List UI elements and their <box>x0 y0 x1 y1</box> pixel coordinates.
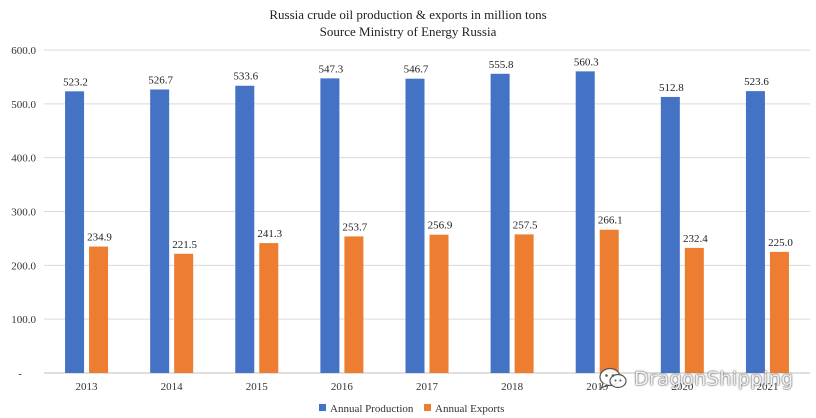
y-tick-label: 300.0 <box>11 207 36 219</box>
data-label-production-2016: 547.3 <box>319 63 344 75</box>
bar-exports-2015 <box>259 243 279 373</box>
bars <box>65 71 789 374</box>
data-label-production-2018: 555.8 <box>489 59 514 71</box>
data-label-exports-2021: 225.0 <box>768 237 793 249</box>
x-tick-label: 2021 <box>756 381 778 393</box>
bar-production-2021 <box>745 91 765 374</box>
data-label-exports-2016: 253.7 <box>343 221 368 233</box>
x-tick-label: 2018 <box>501 381 524 393</box>
data-label-production-2017: 546.7 <box>404 64 429 76</box>
y-tick-label: 400.0 <box>11 153 36 165</box>
x-tick-label: 2019 <box>586 381 609 393</box>
bar-production-2014 <box>150 89 170 373</box>
bar-exports-2020 <box>684 247 704 373</box>
bar-production-2018 <box>490 73 510 373</box>
bar-production-2016 <box>320 78 340 373</box>
data-label-exports-2014: 221.5 <box>172 239 197 251</box>
bar-production-2019 <box>575 71 595 374</box>
data-label-exports-2018: 257.5 <box>513 219 538 231</box>
y-tick-label: 200.0 <box>11 260 36 272</box>
chart-title: Russia crude oil production & exports in… <box>269 7 546 22</box>
bar-production-2017 <box>405 78 425 373</box>
chart-subtitle: Source Ministry of Energy Russia <box>320 24 497 39</box>
data-label-production-2019: 560.3 <box>574 56 599 68</box>
data-labels: 523.2 234.9 526.7 221.5 533.6 241.3 547.3 253.7… <box>63 56 793 250</box>
y-axis-tick-labels: - 100.0 200.0 300.0 400.0 500.0 600.0 <box>11 45 36 380</box>
bar-exports-2021 <box>769 251 789 373</box>
bar-exports-2014 <box>174 253 194 373</box>
data-label-production-2020: 512.8 <box>659 82 684 94</box>
x-tick-label: 2013 <box>76 381 99 393</box>
bar-exports-2016 <box>344 236 364 373</box>
data-label-exports-2019: 266.1 <box>598 215 623 227</box>
legend-swatch-production <box>319 404 326 411</box>
x-tick-label: 2016 <box>331 381 354 393</box>
x-tick-label: 2015 <box>246 381 269 393</box>
y-tick-label: 100.0 <box>11 314 36 326</box>
bar-exports-2018 <box>514 234 534 373</box>
y-tick-label: 500.0 <box>11 99 36 111</box>
legend-label-exports: Annual Exports <box>435 403 504 415</box>
data-label-exports-2017: 256.9 <box>428 220 453 232</box>
data-label-production-2021: 523.6 <box>744 76 769 88</box>
bar-production-2020 <box>660 96 680 374</box>
data-label-production-2015: 533.6 <box>233 71 258 83</box>
data-label-exports-2015: 241.3 <box>257 228 282 240</box>
data-label-production-2013: 523.2 <box>63 76 88 88</box>
y-tick-label: 600.0 <box>11 45 36 57</box>
x-tick-label: 2014 <box>161 381 184 393</box>
data-label-exports-2013: 234.9 <box>87 232 112 244</box>
x-tick-label: 2017 <box>416 381 439 393</box>
data-label-exports-2020: 232.4 <box>683 233 708 245</box>
data-label-production-2014: 526.7 <box>148 74 173 86</box>
gridlines <box>44 49 810 374</box>
bar-exports-2013 <box>89 246 109 373</box>
legend-label-production: Annual Production <box>330 403 414 415</box>
x-tick-label: 2020 <box>671 381 694 393</box>
bar-exports-2019 <box>599 229 619 373</box>
bar-exports-2017 <box>429 234 449 373</box>
legend: Annual Production Annual Exports <box>319 403 504 415</box>
bar-production-2013 <box>65 91 85 374</box>
legend-swatch-exports <box>424 404 431 411</box>
x-axis-tick-labels: 2013 2014 2015 2016 2017 2018 2019 2020 2021 <box>76 381 779 393</box>
bar-production-2015 <box>235 85 255 373</box>
y-tick-label: - <box>18 368 22 380</box>
